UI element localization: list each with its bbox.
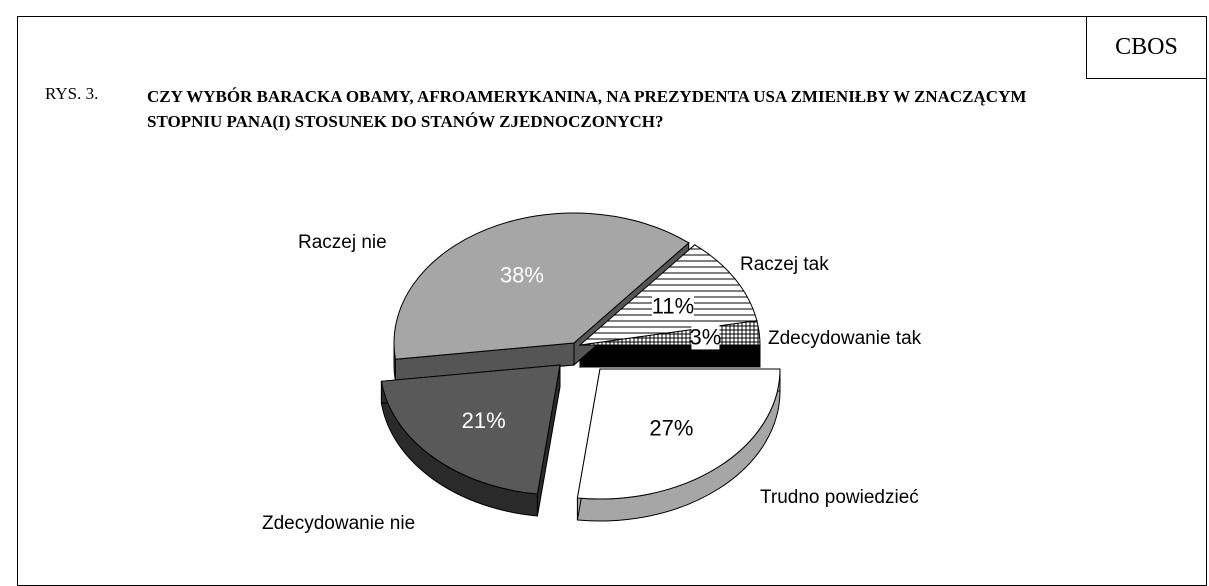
source-badge: CBOS: [1086, 17, 1206, 79]
slice-category-label: Zdecydowanie tak: [768, 328, 922, 349]
slice-value-label: 38%: [500, 263, 544, 288]
slice-category-label: Zdecydowanie nie: [262, 513, 415, 534]
slice-value-label-bg: [691, 324, 720, 350]
slice-value-label-bg: [651, 293, 694, 319]
slice-category-label: Trudno powiedzieć: [760, 487, 919, 508]
slice-value-label: 11%: [652, 293, 694, 318]
slice-category-label: Raczej tak: [740, 254, 829, 275]
slice-value-label: 21%: [462, 408, 506, 433]
chart-title: CZY WYBÓR BARACKA OBAMY, AFROAMERYKANINA…: [147, 87, 1027, 131]
figure-number: RYS. 3.: [45, 84, 99, 103]
pie-slice: [393, 212, 690, 360]
pie-slice: [380, 364, 561, 495]
slice-value-label: 3%: [690, 324, 722, 349]
slice-value-label: 27%: [649, 416, 693, 441]
pie-slice: [576, 368, 781, 500]
slice-category-label: Raczej nie: [298, 232, 387, 253]
